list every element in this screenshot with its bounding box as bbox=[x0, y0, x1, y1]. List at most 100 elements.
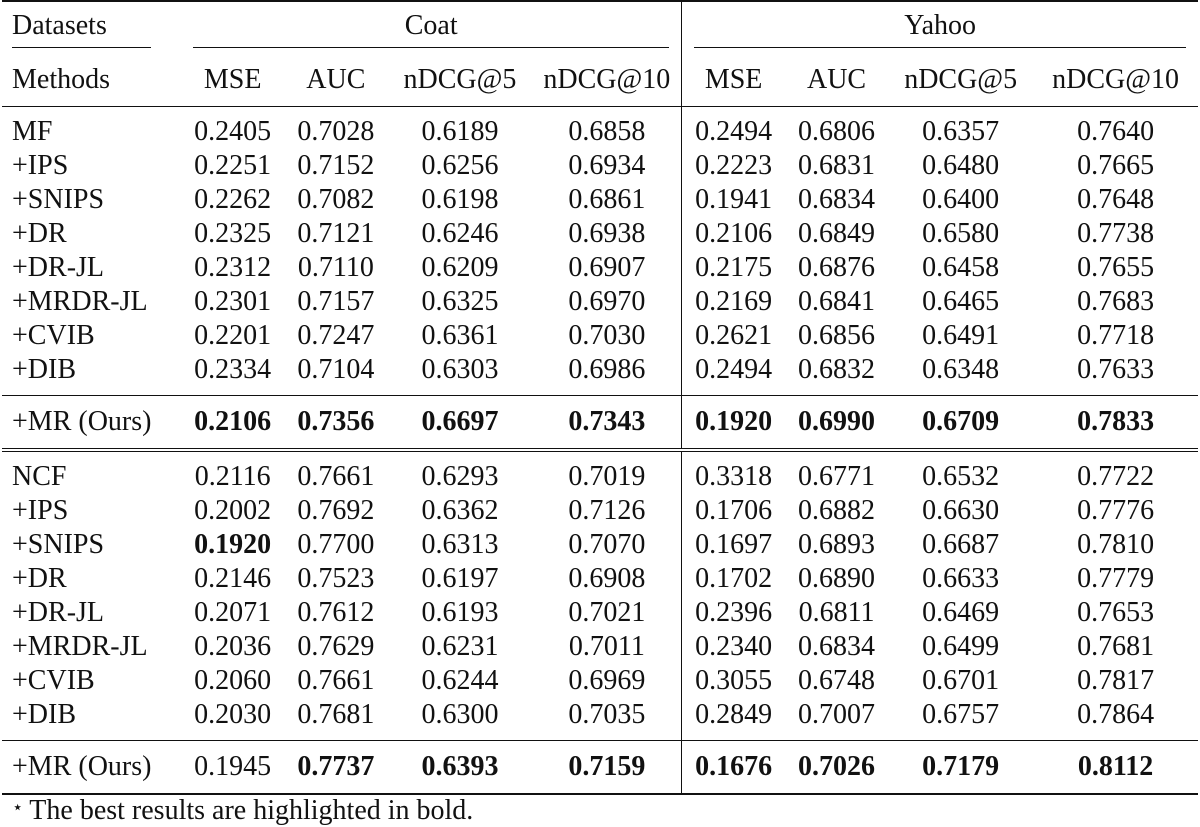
metric-value: 0.2106 bbox=[681, 217, 785, 251]
metric-value: 0.6709 bbox=[922, 406, 1000, 437]
metric-value: 0.7011 bbox=[568, 631, 645, 662]
metric-value: 0.7035 bbox=[568, 699, 646, 730]
method-name: +MR (Ours) bbox=[12, 751, 152, 782]
method-name: +IPS bbox=[12, 150, 69, 181]
metric-value: 0.2030 bbox=[194, 699, 272, 730]
metric-value: 0.8112 bbox=[1077, 751, 1154, 782]
metric-value: 0.7028 bbox=[297, 116, 375, 147]
metric-value: 0.7655 bbox=[1077, 252, 1155, 283]
table-row: +DR 0.2146 0.7523 0.6197 0.6908 0.1702 0.6890 0… bbox=[2, 562, 1198, 596]
metric-value: 0.7665 bbox=[1077, 150, 1155, 181]
metric-value: 0.7817 bbox=[1077, 665, 1155, 696]
metric-value: 0.6970 bbox=[568, 286, 646, 317]
method-name: +CVIB bbox=[12, 320, 95, 351]
metric-value: 0.6362 bbox=[421, 495, 499, 526]
metric-value: 0.7779 bbox=[1077, 563, 1155, 594]
metric-value: 0.7661 bbox=[297, 461, 375, 492]
metric-value: 0.6876 bbox=[798, 252, 876, 283]
metric-value: 0.7157 bbox=[297, 286, 375, 317]
metric-value: 0.7629 bbox=[297, 631, 375, 662]
metric-value: 0.1945 bbox=[194, 751, 272, 782]
metric-value: 0.7159 bbox=[568, 751, 646, 782]
spacer-row bbox=[2, 732, 1198, 741]
spacer-row bbox=[2, 106, 1198, 115]
table-row-ours: +MR (Ours) 0.1945 0.7737 0.6393 0.7159 0.1676… bbox=[2, 740, 1198, 794]
metric-value: 0.7718 bbox=[1077, 320, 1155, 351]
method-name: +IPS bbox=[12, 495, 69, 526]
metric-value: 0.7247 bbox=[297, 320, 375, 351]
metric-header: nDCG@10 bbox=[543, 64, 671, 95]
metric-value: 0.2312 bbox=[194, 252, 272, 283]
metric-value: 0.6325 bbox=[421, 286, 499, 317]
metric-value: 0.6499 bbox=[922, 631, 1000, 662]
metric-value: 0.7833 bbox=[1077, 406, 1155, 437]
metric-value: 0.7179 bbox=[922, 751, 1000, 782]
metric-value: 0.2002 bbox=[194, 495, 272, 526]
metric-value: 0.7007 bbox=[798, 699, 876, 730]
metric-value: 0.6357 bbox=[922, 116, 1000, 147]
metric-value: 0.6882 bbox=[798, 495, 876, 526]
metric-value: 0.1702 bbox=[681, 562, 785, 596]
footnote: ⋆ The best results are highlighted in bol… bbox=[12, 795, 473, 827]
metric-value: 0.2201 bbox=[194, 320, 272, 351]
metric-value: 0.2396 bbox=[681, 596, 785, 630]
metric-value: 0.3318 bbox=[681, 460, 785, 494]
table-row: +MRDR-JL 0.2036 0.7629 0.6231 0.7011 0.2340 0.… bbox=[2, 630, 1198, 664]
metric-value: 0.2169 bbox=[681, 285, 785, 319]
metric-value: 0.2340 bbox=[681, 630, 785, 664]
group-label-yahoo: Yahoo bbox=[904, 9, 977, 41]
metric-value: 0.1941 bbox=[681, 183, 785, 217]
metric-value: 0.6303 bbox=[421, 354, 499, 385]
metric-value: 0.6687 bbox=[922, 529, 1000, 560]
metric-value: 0.7356 bbox=[297, 406, 375, 437]
metric-value: 0.2849 bbox=[681, 698, 785, 732]
group-label-coat: Coat bbox=[404, 9, 458, 41]
metric-header: MSE bbox=[681, 54, 785, 107]
metric-value: 0.6532 bbox=[922, 461, 1000, 492]
metric-value: 0.2405 bbox=[194, 116, 272, 147]
metric-value: 0.2325 bbox=[194, 218, 272, 249]
metric-value: 0.2071 bbox=[194, 597, 272, 628]
metric-value: 0.6231 bbox=[421, 631, 499, 662]
metric-value: 0.6849 bbox=[798, 218, 876, 249]
metric-value: 0.1706 bbox=[681, 494, 785, 528]
metric-value: 0.6834 bbox=[798, 184, 876, 215]
metric-value: 0.7612 bbox=[297, 597, 375, 628]
metric-value: 0.6986 bbox=[568, 354, 646, 385]
metric-value: 0.6256 bbox=[421, 150, 499, 181]
method-name: MF bbox=[12, 116, 53, 147]
metric-value: 0.7661 bbox=[297, 665, 375, 696]
metric-value: 0.6348 bbox=[922, 354, 1000, 385]
spacer-row bbox=[2, 387, 1198, 396]
metric-value: 0.7648 bbox=[1077, 184, 1155, 215]
metric-value: 0.7810 bbox=[1077, 529, 1155, 560]
metric-value: 0.6811 bbox=[798, 597, 875, 628]
metric-value: 0.2106 bbox=[194, 406, 272, 437]
footnote-marker: ⋆ bbox=[12, 797, 24, 817]
table-row: +DIB 0.2030 0.7681 0.6300 0.7035 0.2849 0.7007… bbox=[2, 698, 1198, 732]
metric-value: 0.6198 bbox=[421, 184, 499, 215]
table-row: +CVIB 0.2060 0.7661 0.6244 0.6969 0.3055 0.674… bbox=[2, 664, 1198, 698]
metric-value: 0.7026 bbox=[798, 751, 876, 782]
table-row: +SNIPS 0.1920 0.7700 0.6313 0.7070 0.1697 0.68… bbox=[2, 528, 1198, 562]
metric-value: 0.2494 bbox=[681, 115, 785, 149]
metric-value: 0.7082 bbox=[297, 184, 375, 215]
metric-value: 0.7683 bbox=[1077, 286, 1155, 317]
metric-value: 0.6393 bbox=[421, 751, 499, 782]
metric-value: 0.7864 bbox=[1077, 699, 1155, 730]
metric-header: nDCG@5 bbox=[904, 64, 1018, 95]
method-name: +MRDR-JL bbox=[12, 286, 148, 317]
metric-value: 0.7700 bbox=[297, 529, 375, 560]
metric-value: 0.6748 bbox=[798, 665, 876, 696]
metric-value: 0.6197 bbox=[421, 563, 499, 594]
table-row: NCF 0.2116 0.7661 0.6293 0.7019 0.3318 0.6771 0… bbox=[2, 460, 1198, 494]
metric-value: 0.2223 bbox=[681, 149, 785, 183]
methods-label: Methods bbox=[12, 64, 110, 95]
table-row: MF 0.2405 0.7028 0.6189 0.6858 0.2494 0.6806 0.… bbox=[2, 115, 1198, 149]
method-name: +SNIPS bbox=[12, 529, 105, 560]
metric-header: nDCG@5 bbox=[403, 64, 517, 95]
method-name: NCF bbox=[12, 461, 67, 492]
metric-value: 0.1697 bbox=[681, 528, 785, 562]
metric-value: 0.6841 bbox=[798, 286, 876, 317]
metric-value: 0.6193 bbox=[421, 597, 499, 628]
